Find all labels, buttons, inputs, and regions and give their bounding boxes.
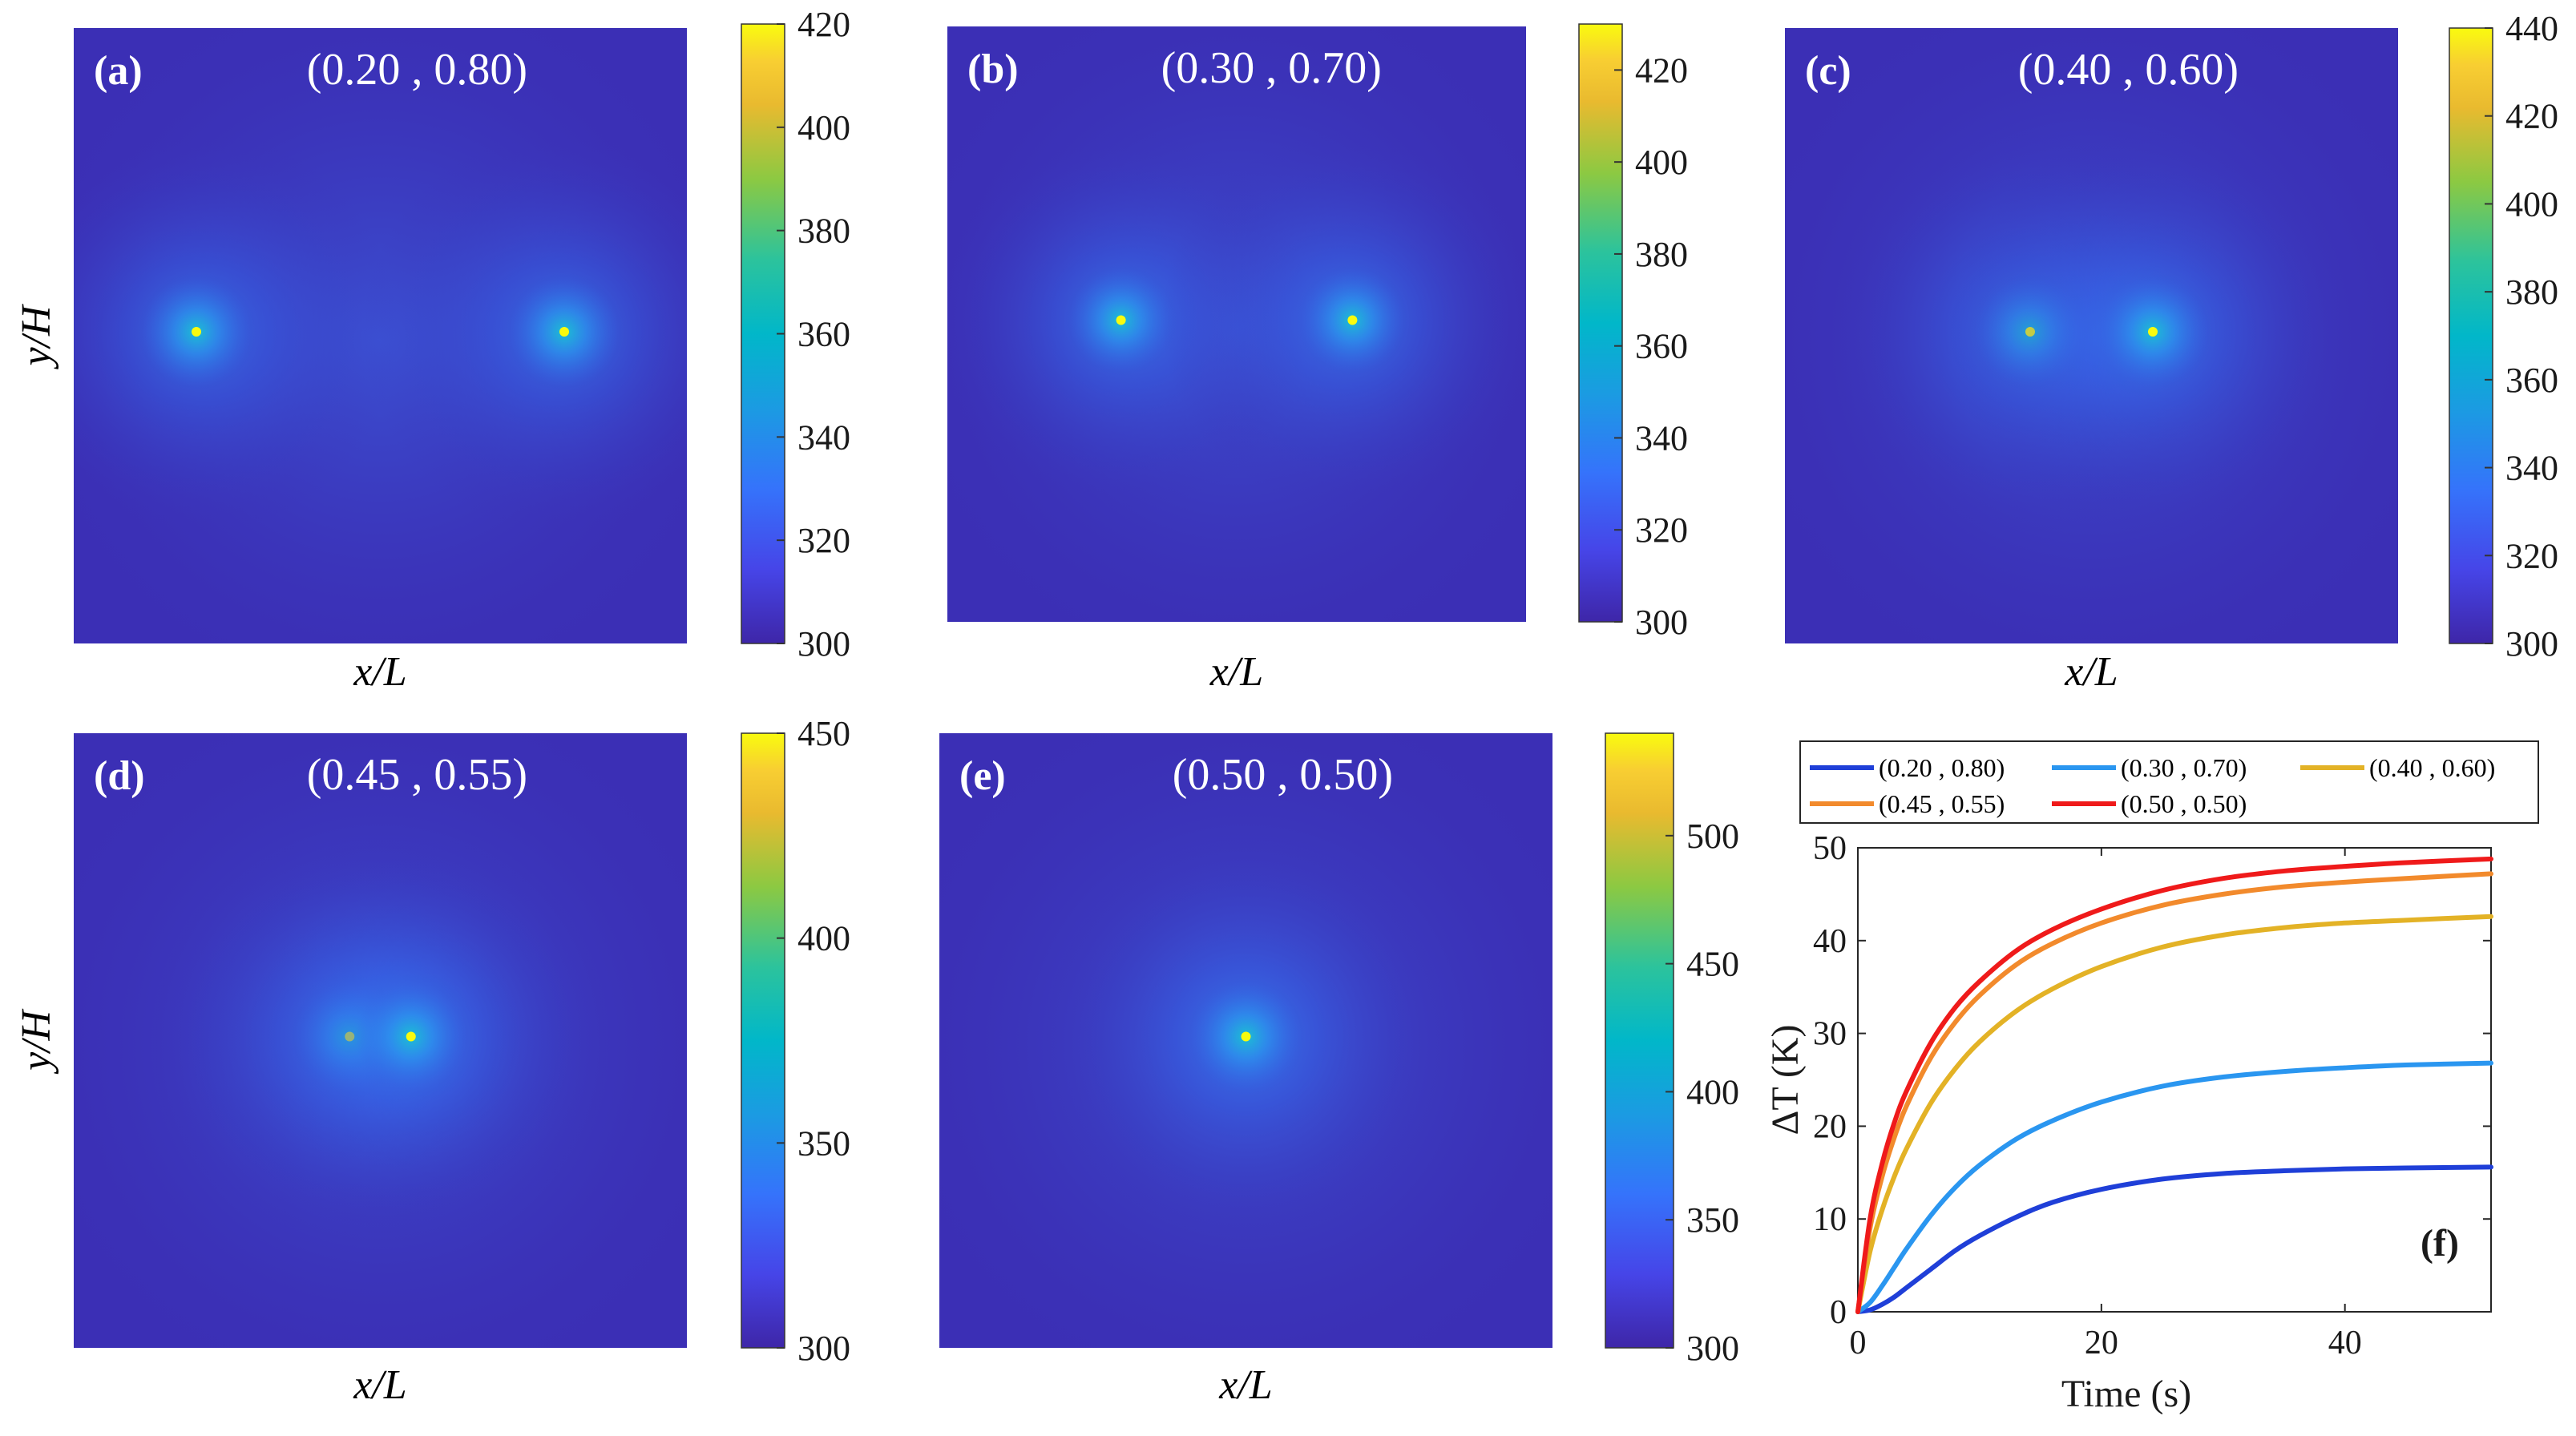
panel-title: (0.45 , 0.55) [307, 750, 527, 800]
colorbar-tick-label: 360 [1635, 327, 1688, 366]
panel-title: (0.40 , 0.60) [2018, 45, 2239, 95]
heatmap-hot-spot-2 [1347, 315, 1358, 325]
colorbar-tick-label: 340 [2505, 449, 2558, 488]
colorbar-tick-label: 360 [797, 315, 850, 354]
heatmap-hot-spot-1 [1241, 1031, 1251, 1042]
panel-title: (0.30 , 0.70) [1161, 43, 1382, 93]
colorbar-tick-label: 380 [2505, 272, 2558, 312]
colorbar-tick-label: 320 [797, 521, 850, 560]
colorbar-tick-label: 400 [1686, 1072, 1739, 1111]
colorbar-tick-label: 300 [797, 1329, 850, 1368]
x-axis-label: x/L [353, 1362, 406, 1408]
colorbar-tick-label: 300 [797, 624, 850, 664]
colorbar-tick-label: 350 [797, 1123, 850, 1163]
x-axis-label: x/L [1218, 1362, 1272, 1408]
colorbar-tick-label: 300 [1635, 603, 1688, 642]
heatmap-hot-spot-2 [406, 1031, 416, 1042]
colorbar-tick-label: 300 [2505, 624, 2558, 664]
x-tick-label: 40 [2328, 1325, 2362, 1361]
heatmap-panel-3: (c) (0.40 , 0.60) x/L 300 320 340 360 380 400 420… [1785, 9, 2558, 695]
y-tick-label: 10 [1813, 1201, 1847, 1238]
series-line-4 [1855, 871, 2493, 1314]
y-tick-label: 30 [1813, 1016, 1847, 1053]
panel-title: (0.20 , 0.80) [307, 45, 527, 95]
legend-box [1799, 740, 2539, 824]
colorbar [741, 732, 785, 1349]
colorbar-tick-label: 400 [797, 919, 850, 958]
panel-label: (a) [94, 48, 143, 94]
colorbar-tick-label: 450 [797, 714, 850, 753]
colorbar-tick-label: 380 [1635, 235, 1688, 274]
colorbar-tick-label: 350 [1686, 1200, 1739, 1240]
heatmap-glow-layer [74, 28, 687, 643]
colorbar-tick-label: 380 [797, 212, 850, 251]
colorbar-tick-label: 400 [797, 108, 850, 147]
y-tick-label: 20 [1813, 1108, 1847, 1145]
colorbar-tick-label: 300 [1686, 1329, 1739, 1368]
heatmap-hot-spot-2 [559, 327, 569, 337]
heatmap-panel-5: (e) (0.50 , 0.50) x/L 300 350 400 450 500 [939, 732, 1739, 1408]
series-line-2 [1855, 1060, 2493, 1314]
x-tick-label: 0 [1850, 1325, 1867, 1361]
colorbar-tick-label: 360 [2505, 361, 2558, 400]
y-axis-label: y/H [14, 1009, 59, 1075]
heatmap-hot-spot-1 [1116, 315, 1126, 325]
panel-label: (d) [94, 753, 145, 799]
plot-area [1857, 847, 2492, 1313]
panel-label: (c) [1805, 48, 1851, 94]
colorbar-tick-label: 450 [1686, 945, 1739, 984]
colorbar-tick-label: 420 [1635, 50, 1688, 90]
y-tick-label: 50 [1813, 830, 1847, 867]
line-chart-panel: 0 10 20 30 40 50 0 20 40 Time (s) ΔT (K) (f) (0.20 ,… [1764, 740, 2539, 1415]
x-tick-label: 20 [2085, 1325, 2118, 1361]
colorbar-tick-label: 340 [1635, 418, 1688, 458]
colorbar-tick-label: 420 [2505, 97, 2558, 136]
panel-label: (f) [2421, 1222, 2459, 1265]
heatmap-hot-spot-2 [2148, 327, 2158, 337]
panel-label: (b) [967, 46, 1019, 92]
legend-label-3: (0.40 , 0.60) [2369, 753, 2495, 782]
x-axis-label: x/L [1209, 649, 1263, 695]
x-axis-label: x/L [2064, 649, 2118, 695]
series-line-1 [1855, 1164, 2493, 1314]
colorbar [1578, 23, 1623, 623]
colorbar-tick-label: 320 [2505, 536, 2558, 575]
colorbar-tick-label: 320 [1635, 510, 1688, 550]
colorbar-tick-label: 500 [1686, 817, 1739, 856]
legend-label-5: (0.50 , 0.50) [2121, 789, 2247, 818]
panel-label: (e) [959, 753, 1006, 799]
series-line-5 [1855, 856, 2493, 1314]
colorbar-tick-label: 420 [797, 5, 850, 44]
y-axis-label: y/H [14, 304, 59, 370]
y-tick-label: 40 [1813, 923, 1847, 960]
colorbar-tick-label: 400 [1635, 143, 1688, 182]
heatmap-panel-2: (b) (0.30 , 0.70) x/L 300 320 340 360 380 400 420 [947, 23, 1688, 695]
colorbar-tick-label: 400 [2505, 184, 2558, 224]
x-axis-label: Time (s) [2061, 1373, 2191, 1415]
y-axis-label: ΔT (K) [1764, 1025, 1807, 1135]
legend-label-4: (0.45 , 0.55) [1879, 789, 2005, 818]
panel-title: (0.50 , 0.50) [1173, 750, 1393, 800]
heatmap-panel-4: (d) (0.45 , 0.55) x/L y/H 300 350 400 450 [14, 714, 850, 1408]
colorbar [1605, 732, 1674, 1349]
series-line-3 [1855, 914, 2493, 1314]
heatmap-glow-layer [939, 733, 1552, 1348]
legend-label-2: (0.30 , 0.70) [2121, 753, 2247, 782]
heatmap-glow-layer [1785, 28, 2398, 643]
heatmap-panel-1: (a) (0.20 , 0.80) x/L y/H 300 320 340 360 380 400… [14, 5, 850, 695]
colorbar-tick-label: 340 [797, 417, 850, 457]
colorbar [2449, 27, 2493, 644]
colorbar-tick-label: 440 [2505, 9, 2558, 48]
x-axis-label: x/L [353, 649, 406, 695]
heatmap-hot-spot-1 [192, 327, 201, 337]
heatmap-glow-layer [947, 26, 1526, 622]
heatmap-glow-layer [74, 733, 687, 1348]
legend-label-1: (0.20 , 0.80) [1879, 753, 2005, 782]
y-tick-label: 0 [1830, 1294, 1847, 1331]
